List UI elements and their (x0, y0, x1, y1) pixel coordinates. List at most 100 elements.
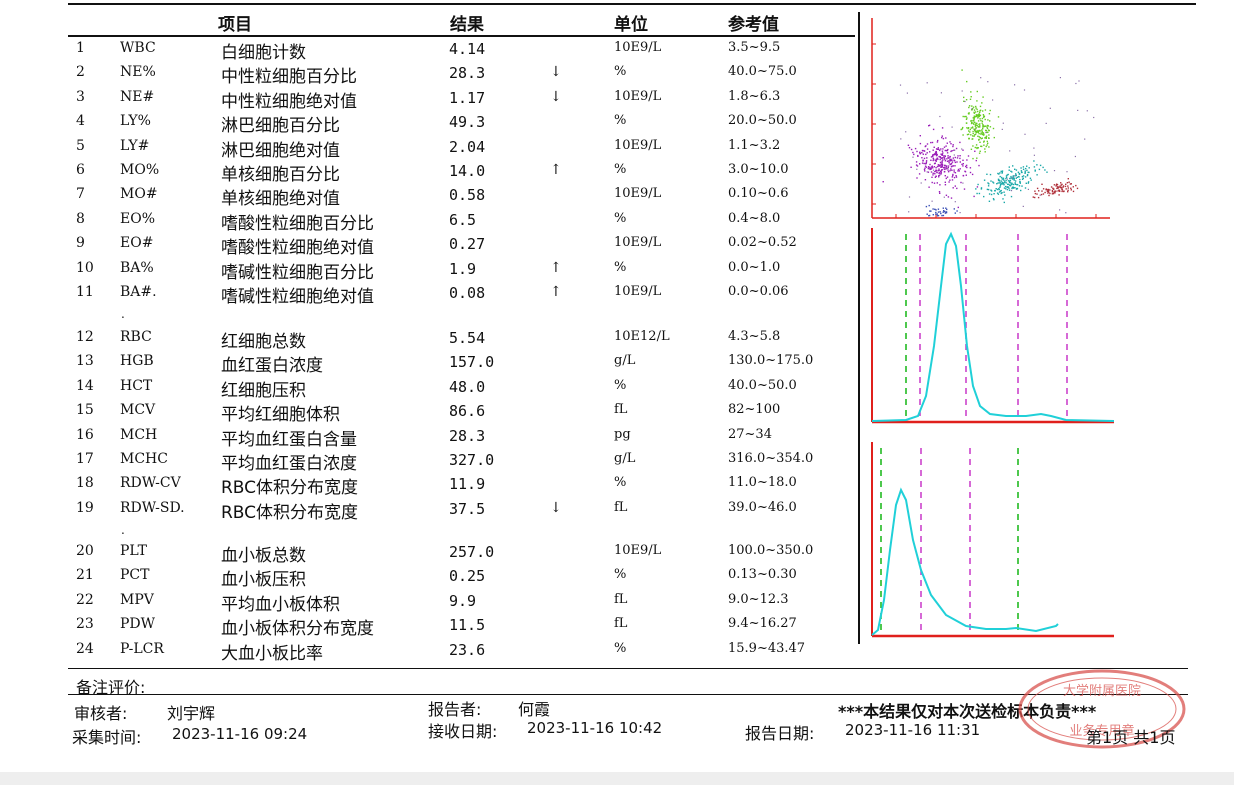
scatter-dot (1049, 107, 1051, 109)
scatter-dot (908, 211, 910, 213)
scatter-dot (1020, 167, 1022, 169)
scatter-dot (1052, 192, 1055, 195)
test-value: 49.3 (449, 113, 486, 132)
test-code: BA#. (120, 284, 157, 300)
scatter-dot (986, 140, 988, 143)
scatter-dot (1001, 172, 1003, 174)
scatter-dot (986, 144, 988, 146)
test-value: 14.0 (449, 162, 486, 180)
top-rule (68, 3, 1196, 5)
stamp-outer-ring (1018, 669, 1186, 749)
scatter-dot (927, 171, 930, 173)
scatter-dot (933, 166, 936, 168)
scatter-dot (980, 187, 983, 189)
test-value: 6.5 (449, 210, 477, 229)
scatter-dot (925, 205, 928, 208)
scatter-dot (1002, 198, 1004, 200)
scatter-dot (1018, 175, 1020, 178)
table-row: 22 MPV 平均血小板体积 9.9 fL 9.0~12.3 (0, 592, 855, 616)
row-number: 21 (76, 567, 94, 584)
scatter-dot (978, 123, 980, 126)
scatter-dot (1002, 177, 1005, 179)
scatter-dot (916, 168, 918, 170)
scatter-dot (1003, 182, 1005, 184)
reference-range: 3.0~10.0 (728, 162, 789, 177)
scatter-dot (972, 122, 974, 124)
scatter-dot (980, 77, 982, 79)
scatter-dot (1022, 175, 1025, 177)
scatter-dot (1006, 174, 1008, 176)
test-name: 大血小板比率 (221, 643, 323, 664)
scatter-dot (936, 141, 939, 143)
row-number: 15 (76, 402, 94, 419)
scatter-dot (970, 120, 972, 122)
scatter-dot (953, 208, 955, 210)
scatter-dot (954, 149, 956, 151)
scatter-dot (1007, 173, 1009, 176)
scatter-dot (931, 200, 933, 202)
test-code: MCH (120, 426, 158, 443)
scatter-dot (1033, 154, 1035, 156)
scatter-dot (1041, 190, 1043, 192)
scatter-dot (1078, 80, 1080, 82)
stamp-top-text: 大学附属医院 (1063, 683, 1141, 699)
scatter-dot (984, 151, 986, 153)
scatter-dot (1067, 185, 1069, 187)
scatter-dot (1018, 173, 1021, 175)
scatter-dot (1030, 179, 1032, 181)
scatter-dot (969, 171, 972, 174)
row-number: 14 (76, 377, 94, 394)
test-name: 淋巴细胞绝对值 (221, 140, 340, 161)
scatter-dot (913, 153, 915, 156)
scatter-dot (1003, 184, 1005, 186)
scatter-dot (975, 131, 978, 134)
scatter-dot (1001, 170, 1004, 172)
reference-range: 9.0~12.3 (728, 591, 789, 607)
scatter-dot (980, 132, 982, 134)
test-name: 嗜酸性粒细胞绝对值 (221, 238, 374, 259)
scatter-dot (996, 183, 998, 185)
scatter-dot (973, 135, 975, 137)
scatter-dot (1021, 185, 1023, 187)
page-info: 第1页 共1页 (1086, 728, 1176, 747)
scatter-dot (932, 157, 934, 159)
scatter-dot (930, 166, 933, 168)
scatter-dot (947, 196, 950, 198)
scatter-dot (1065, 212, 1067, 214)
scatter-dot (1008, 169, 1010, 171)
scatter-dot (1027, 188, 1029, 190)
scatter-dot (989, 120, 991, 122)
scatter-dot (962, 182, 964, 184)
scatter-dot (1025, 167, 1027, 170)
scatter-dot (977, 114, 979, 117)
scatter-dot (951, 159, 953, 161)
test-code: HCT (120, 377, 153, 394)
scatter-dot (941, 136, 943, 139)
scatter-dot (1008, 181, 1011, 183)
scatter-dot (978, 138, 980, 141)
scatter-dot (952, 165, 955, 167)
scatter-dot (1012, 187, 1015, 189)
scatter-dot (1033, 160, 1035, 162)
scatter-dot (974, 125, 977, 127)
scatter-dot (1020, 170, 1023, 172)
test-value: 0.08 (449, 284, 486, 302)
test-code: LY# (120, 137, 150, 154)
scatter-dot (942, 207, 944, 209)
scatter-dot (1047, 192, 1049, 194)
scatter-dot (964, 171, 967, 173)
test-unit: % (614, 259, 627, 275)
scatter-dot (987, 81, 989, 83)
scatter-dot (982, 128, 984, 130)
scatter-dot (1041, 183, 1043, 185)
scatter-dot (973, 115, 975, 117)
hospital-stamp: 大学附属医院 业务专用章 (1018, 669, 1186, 749)
scatter-dot (996, 188, 999, 191)
scatter-dot (938, 176, 940, 178)
scatter-dot (976, 131, 978, 133)
row-number: 4 (76, 113, 85, 130)
row-number: 19 (76, 499, 94, 516)
row-number: 5 (76, 137, 85, 154)
scatter-dot (1011, 182, 1013, 184)
scatter-dot (930, 156, 933, 158)
